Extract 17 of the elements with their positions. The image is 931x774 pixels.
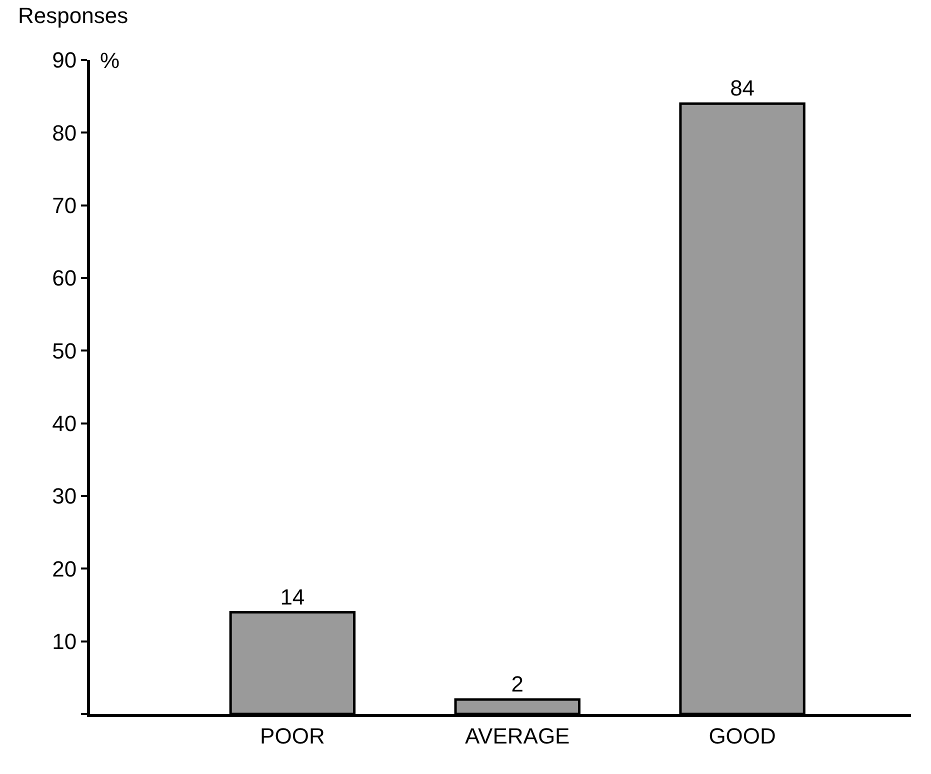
y-tick-label: 40 <box>52 411 77 436</box>
y-tick-label: 50 <box>52 338 77 364</box>
y-tick-label: 90 <box>52 48 77 73</box>
y-tick-label: 20 <box>52 556 77 582</box>
data-label: 84 <box>730 76 755 101</box>
data-label: 2 <box>511 671 524 696</box>
x-tick-label: GOOD <box>708 723 776 748</box>
y-tick-label: 60 <box>52 266 77 291</box>
annotation: % <box>100 48 120 73</box>
y-tick-label: 10 <box>52 629 77 654</box>
data-label: 14 <box>280 584 305 610</box>
y-axis-title: Responses <box>18 3 128 28</box>
y-tick-label: 70 <box>52 193 77 218</box>
y-tick-label: 30 <box>52 484 77 509</box>
x-tick-label: AVERAGE <box>464 723 570 748</box>
x-tick-label: POOR <box>260 723 325 748</box>
y-tick-label: 80 <box>52 120 77 146</box>
